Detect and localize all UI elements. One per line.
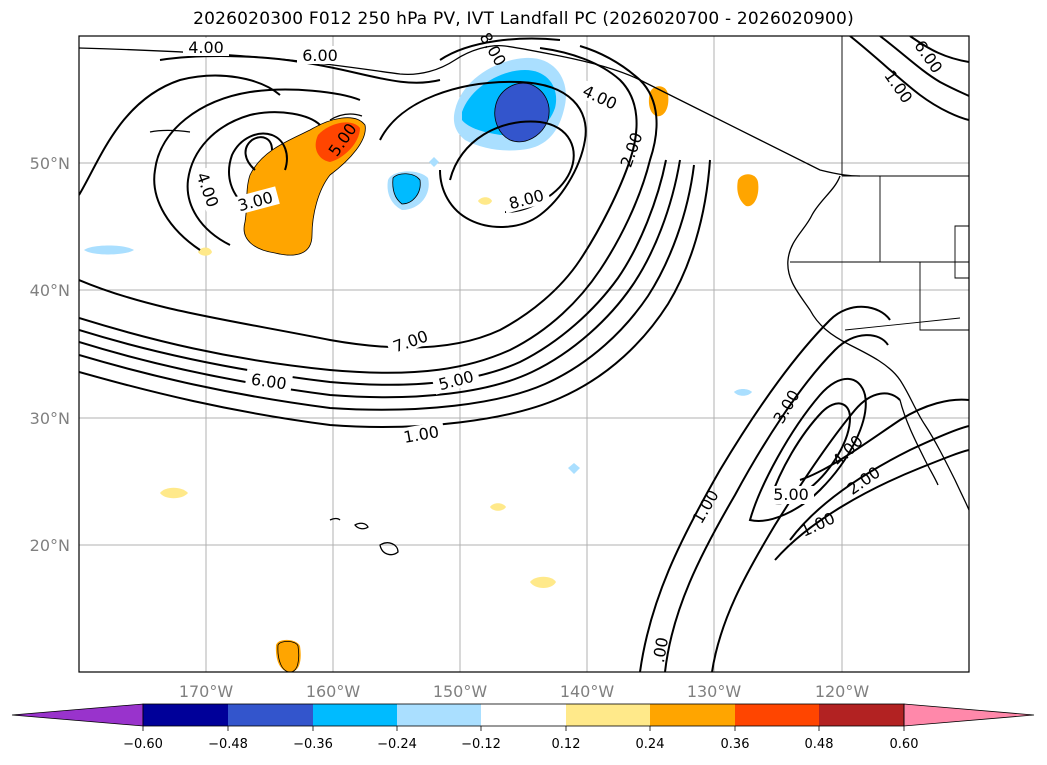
pv-positive-region — [315, 122, 360, 162]
pv-shading — [84, 57, 759, 672]
pv-weak-positive — [478, 197, 492, 205]
lon-label: 120°W — [815, 682, 870, 701]
longitude-labels: 170°W 160°W 150°W 140°W 130°W 120°W — [179, 682, 870, 701]
lat-label: 30°N — [30, 409, 70, 428]
lat-label: 40°N — [30, 281, 70, 300]
pv-weak-positive — [160, 487, 188, 499]
lon-label: 150°W — [433, 682, 488, 701]
colorbar-tick: 0.24 — [636, 737, 665, 752]
colorbar-segment — [819, 704, 904, 726]
lat-label: 20°N — [30, 536, 70, 555]
colorbar-extend-max — [903, 703, 1035, 727]
plot-frame — [78, 35, 970, 673]
pv-negative-region — [392, 173, 421, 204]
colorbar-tick: 0.60 — [890, 737, 919, 752]
pv-weak-positive — [490, 503, 506, 511]
colorbar-tick: −0.36 — [293, 737, 333, 752]
colorbar-segment — [566, 704, 650, 726]
borders — [790, 36, 969, 331]
colorbar: −0.60 −0.48 −0.36 −0.24 −0.12 0.12 0.24 … — [11, 703, 1035, 752]
lon-label: 170°W — [179, 682, 234, 701]
pv-weak-positive — [530, 576, 556, 588]
pv-outlines — [243, 82, 550, 672]
colorbar-tick: −0.60 — [123, 737, 163, 752]
colorbar-segment — [650, 704, 735, 726]
colorbar-segment — [143, 704, 228, 726]
lon-label: 140°W — [560, 682, 615, 701]
colorbar-tick: 0.48 — [805, 737, 834, 752]
pv-weak-negative — [734, 389, 752, 396]
lat-label: 50°N — [30, 154, 70, 173]
pv-weak-negative — [84, 245, 134, 255]
contour-label: 6.00 — [250, 370, 288, 394]
colorbar-tick: −0.24 — [377, 737, 417, 752]
pv-weak-positive — [198, 247, 212, 256]
colorbar-tick: −0.12 — [461, 737, 501, 752]
contour-labels: 4.00 6.00 8.00 4.00 2.00 5.00 4.00 3.00 … — [183, 29, 946, 664]
colorbar-tick: 0.12 — [552, 737, 581, 752]
pv-positive-region — [737, 174, 759, 207]
colorbar-tick: −0.48 — [208, 737, 248, 752]
pv-strong-negative — [494, 83, 550, 142]
lon-label: 160°W — [306, 682, 361, 701]
contour-label: 6.00 — [302, 46, 338, 65]
colorbar-segment — [228, 704, 313, 726]
pv-weak-negative — [568, 463, 580, 474]
contour-label: .00 — [649, 636, 672, 664]
colorbar-segment — [735, 704, 819, 726]
lon-label: 130°W — [687, 682, 742, 701]
pv-weak-negative — [429, 157, 439, 167]
map-title: 2026020300 F012 250 hPa PV, IVT Landfall… — [193, 9, 854, 29]
colorbar-segment — [313, 704, 397, 726]
contour-label: 4.00 — [188, 38, 224, 57]
colorbar-segment — [481, 704, 566, 726]
contour-label: 5.00 — [773, 485, 809, 504]
pv-positive-region — [648, 86, 669, 117]
pv-positive-region — [275, 639, 301, 672]
colorbar-segment — [397, 704, 481, 726]
colorbar-tick: 0.36 — [721, 737, 750, 752]
colorbar-extend-min — [11, 703, 144, 727]
latitude-labels: 50°N 40°N 30°N 20°N — [30, 154, 70, 555]
